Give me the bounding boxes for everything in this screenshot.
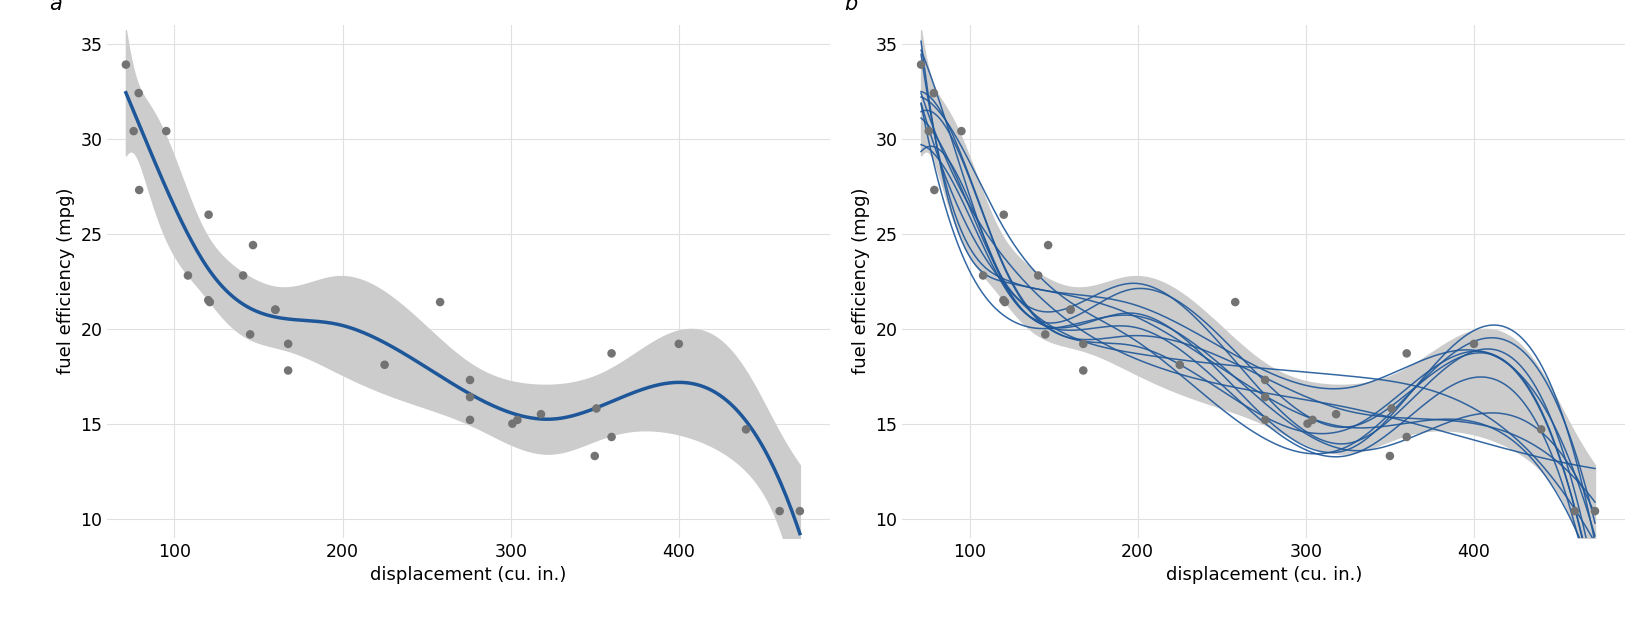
Point [1071,339,1097,349]
Point [599,349,625,358]
Point [276,339,302,349]
Point [427,297,454,307]
Point [1058,305,1084,315]
Point [528,409,554,419]
Point [1376,451,1402,461]
Point [787,506,813,516]
Point [908,60,934,70]
Point [1167,360,1193,370]
Point [276,365,302,375]
Point [970,271,997,281]
Y-axis label: fuel efficiency (mpg): fuel efficiency (mpg) [56,188,74,375]
Point [581,451,607,461]
X-axis label: displacement (cu. in.): displacement (cu. in.) [371,566,568,584]
Text: a: a [50,0,63,14]
Point [195,295,221,305]
Point [457,392,483,402]
Point [990,295,1016,305]
Point [1394,349,1421,358]
Point [990,210,1016,219]
Point [1294,419,1320,429]
Point [1394,432,1421,442]
Point [262,305,289,315]
Point [1033,329,1059,339]
Point [1223,297,1249,307]
Point [1071,365,1097,375]
Point [992,297,1018,307]
Point [916,126,942,136]
Text: b: b [845,0,858,14]
Point [175,271,201,281]
Point [457,375,483,385]
Point [112,60,139,70]
Point [153,126,180,136]
X-axis label: displacement (cu. in.): displacement (cu. in.) [1165,566,1361,584]
Point [239,240,266,250]
Point [599,432,625,442]
Point [921,185,947,195]
Point [1252,392,1279,402]
Point [1460,339,1487,349]
Point [196,297,223,307]
Point [1025,271,1051,281]
Point [1561,506,1587,516]
Point [229,271,256,281]
Point [1252,415,1279,425]
Point [949,126,975,136]
Point [1299,415,1325,425]
Point [921,88,947,98]
Point [505,415,531,425]
Point [1582,506,1609,516]
Point [1058,305,1084,315]
Point [500,419,526,429]
Point [1323,409,1350,419]
Point [1035,240,1061,250]
Point [1528,425,1554,434]
Point [120,126,147,136]
Y-axis label: fuel efficiency (mpg): fuel efficiency (mpg) [851,188,870,375]
Point [371,360,398,370]
Point [733,425,759,434]
Point [195,210,221,219]
Point [767,506,794,516]
Point [1378,404,1404,413]
Point [238,329,264,339]
Point [457,415,483,425]
Point [125,185,152,195]
Point [262,305,289,315]
Point [1252,375,1279,385]
Point [582,404,609,413]
Point [125,88,152,98]
Point [665,339,691,349]
